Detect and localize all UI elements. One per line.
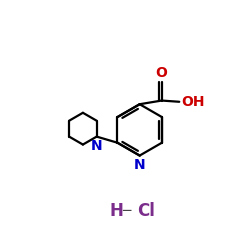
Text: H: H bbox=[110, 202, 124, 220]
Text: N: N bbox=[91, 138, 102, 152]
Text: O: O bbox=[156, 66, 168, 80]
Text: ─: ─ bbox=[122, 204, 130, 218]
Text: OH: OH bbox=[181, 95, 204, 109]
Text: Cl: Cl bbox=[137, 202, 155, 220]
Text: N: N bbox=[134, 158, 145, 172]
